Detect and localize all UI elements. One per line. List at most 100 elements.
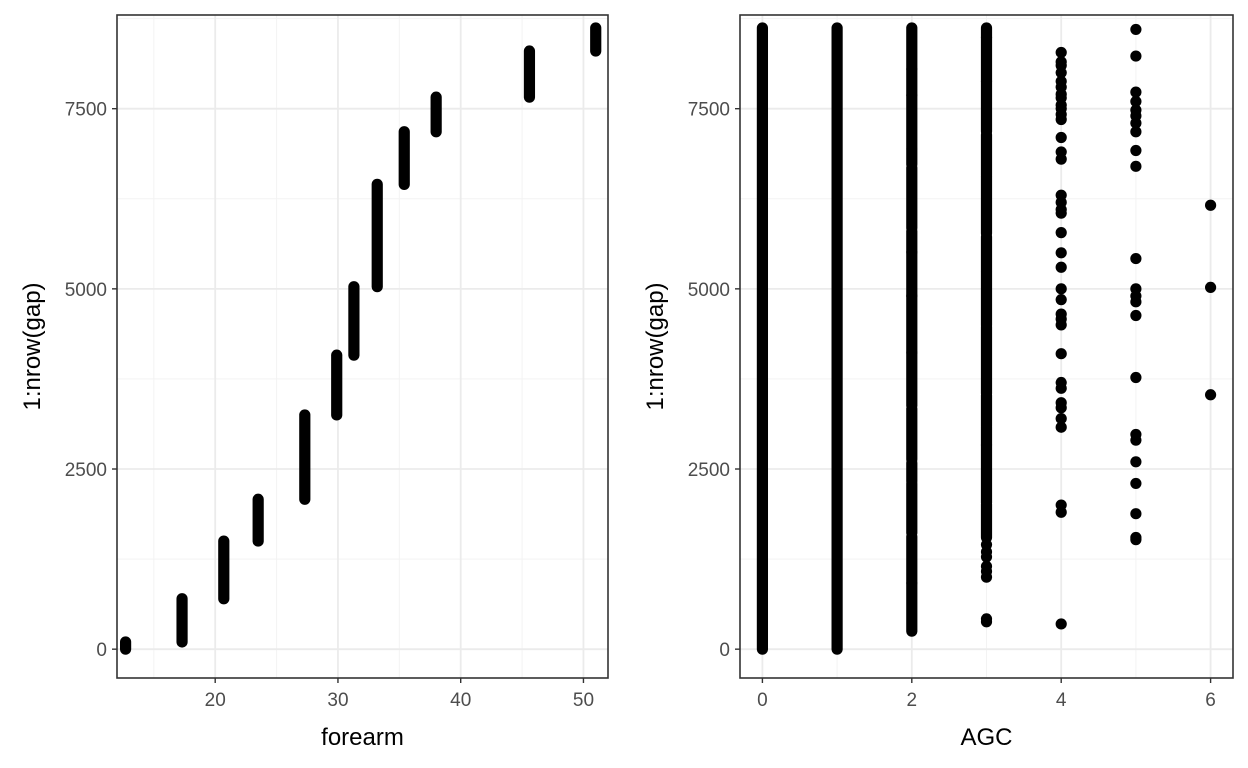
data-point bbox=[1055, 348, 1067, 360]
point-run bbox=[980, 31, 993, 87]
point-run bbox=[980, 231, 993, 277]
point-run bbox=[906, 247, 918, 302]
tick-labels: 0 2 4 6 0 2500 5000 7500 bbox=[688, 100, 1216, 711]
data-point bbox=[1130, 508, 1142, 520]
x-axis-title: AGC bbox=[960, 724, 1012, 751]
data-point bbox=[1055, 261, 1067, 273]
grid-lines bbox=[117, 15, 608, 678]
data-point bbox=[1055, 421, 1067, 433]
point-run bbox=[980, 439, 993, 509]
point-run bbox=[906, 22, 918, 74]
y-tick-label: 7500 bbox=[65, 100, 107, 121]
point-run bbox=[119, 636, 132, 655]
point-run bbox=[906, 162, 918, 234]
point-run bbox=[980, 75, 993, 138]
point-run bbox=[980, 389, 993, 432]
point-run bbox=[430, 91, 442, 138]
point-run bbox=[831, 22, 843, 655]
panel-forearm: 20 30 40 50 0 2500 5000 7500 forearm 1:nrow(gap… bbox=[19, 14, 609, 751]
data-point bbox=[1204, 281, 1217, 294]
point-run bbox=[906, 290, 918, 358]
point-run bbox=[906, 478, 918, 539]
data-point bbox=[1204, 199, 1217, 211]
data-point bbox=[980, 613, 993, 625]
data-point bbox=[1055, 397, 1067, 409]
x-tick-label: 0 bbox=[757, 690, 768, 711]
point-run bbox=[218, 535, 230, 605]
point-run bbox=[371, 178, 383, 293]
data-point bbox=[1055, 75, 1067, 87]
point-run bbox=[980, 498, 993, 544]
data-point bbox=[1055, 189, 1067, 201]
point-run bbox=[299, 409, 311, 505]
data-points bbox=[756, 22, 1217, 655]
data-point bbox=[1130, 144, 1142, 157]
data-point bbox=[1130, 252, 1142, 265]
data-point bbox=[1130, 309, 1142, 322]
data-point bbox=[1130, 477, 1142, 490]
x-tick-label: 2 bbox=[907, 690, 918, 711]
data-point bbox=[1130, 283, 1142, 295]
data-point bbox=[1055, 412, 1067, 425]
tick-marks bbox=[112, 107, 585, 683]
data-point bbox=[1130, 456, 1142, 468]
y-axis-title: 1:nrow(gap) bbox=[19, 282, 46, 410]
y-tick-label: 0 bbox=[719, 640, 730, 661]
point-run bbox=[906, 403, 918, 465]
point-run bbox=[756, 22, 769, 655]
data-point bbox=[1055, 294, 1067, 306]
data-point bbox=[1130, 50, 1142, 62]
x-tick-label: 6 bbox=[1205, 690, 1216, 711]
data-point bbox=[1130, 531, 1142, 544]
data-point bbox=[1055, 247, 1067, 259]
point-run bbox=[398, 126, 410, 190]
data-point bbox=[1130, 86, 1142, 98]
x-axis-title: forearm bbox=[321, 724, 404, 751]
tick-labels: 20 30 40 50 0 2500 5000 7500 bbox=[65, 100, 594, 711]
point-run bbox=[906, 90, 918, 154]
data-points bbox=[119, 22, 602, 655]
data-point bbox=[1055, 499, 1067, 511]
data-point bbox=[1130, 428, 1142, 441]
tick-marks bbox=[735, 107, 1212, 683]
x-tick-label: 40 bbox=[450, 690, 471, 711]
data-point bbox=[1055, 376, 1067, 389]
point-run bbox=[906, 64, 918, 101]
point-run bbox=[331, 349, 343, 421]
y-tick-label: 5000 bbox=[65, 280, 107, 301]
point-run bbox=[523, 45, 536, 103]
x-tick-label: 20 bbox=[205, 690, 226, 711]
data-point bbox=[1055, 46, 1067, 59]
point-run bbox=[906, 457, 918, 487]
data-point bbox=[1130, 104, 1142, 116]
data-point bbox=[1055, 618, 1067, 630]
data-point bbox=[1055, 146, 1067, 158]
data-point bbox=[1055, 227, 1067, 239]
x-tick-label: 4 bbox=[1056, 690, 1067, 711]
y-tick-label: 7500 bbox=[688, 100, 730, 121]
data-point bbox=[1130, 95, 1142, 108]
data-point bbox=[980, 539, 993, 551]
data-point bbox=[1130, 23, 1142, 36]
point-run bbox=[906, 531, 918, 589]
data-point bbox=[1204, 389, 1217, 401]
data-point bbox=[1130, 371, 1142, 384]
point-run bbox=[906, 578, 918, 637]
data-point bbox=[1055, 56, 1067, 68]
point-run bbox=[348, 281, 360, 361]
point-run bbox=[252, 493, 264, 547]
data-point bbox=[980, 560, 993, 572]
point-run bbox=[980, 266, 993, 331]
y-tick-label: 0 bbox=[96, 640, 107, 661]
y-tick-label: 2500 bbox=[65, 460, 107, 481]
panel-border bbox=[116, 14, 609, 679]
y-axis-title: 1:nrow(gap) bbox=[642, 282, 669, 410]
data-point bbox=[1130, 160, 1142, 172]
y-tick-label: 2500 bbox=[688, 460, 730, 481]
data-point bbox=[1055, 283, 1067, 295]
point-run bbox=[980, 170, 993, 239]
point-run bbox=[906, 225, 918, 258]
point-run bbox=[980, 129, 993, 181]
data-point bbox=[1055, 131, 1067, 144]
